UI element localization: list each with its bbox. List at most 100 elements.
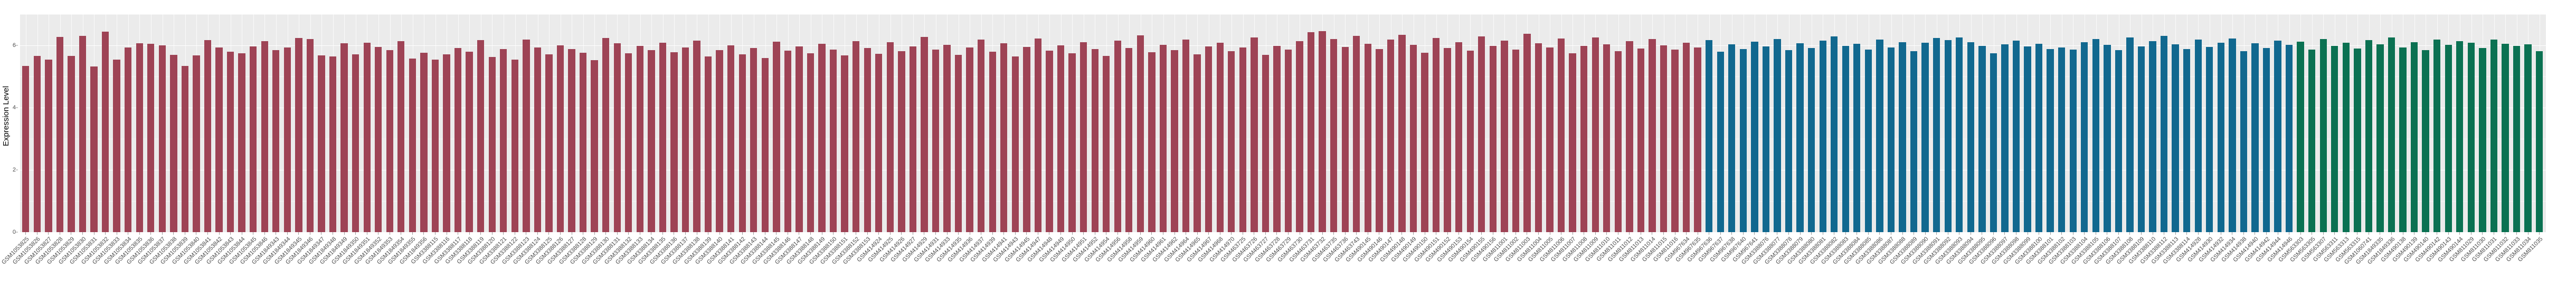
bar[interactable] bbox=[1455, 42, 1463, 232]
bar[interactable] bbox=[909, 46, 917, 232]
bar[interactable] bbox=[2160, 35, 2168, 232]
bar[interactable] bbox=[22, 65, 30, 232]
bar[interactable] bbox=[1501, 40, 1508, 232]
bar[interactable] bbox=[1114, 41, 1121, 232]
bar[interactable] bbox=[886, 42, 894, 232]
bar[interactable] bbox=[2012, 40, 2020, 232]
bar[interactable] bbox=[2308, 50, 2316, 232]
bar[interactable] bbox=[329, 56, 337, 232]
bar[interactable] bbox=[193, 55, 200, 232]
bar[interactable] bbox=[2274, 41, 2281, 232]
bar[interactable] bbox=[2251, 43, 2259, 232]
bar[interactable] bbox=[1842, 45, 1849, 232]
bar[interactable] bbox=[853, 41, 860, 232]
bar[interactable] bbox=[2262, 47, 2270, 232]
bar[interactable] bbox=[90, 66, 98, 232]
bar[interactable] bbox=[1603, 44, 1611, 232]
bar[interactable] bbox=[204, 40, 212, 232]
bar[interactable] bbox=[1307, 32, 1315, 232]
bar[interactable] bbox=[1148, 52, 1156, 232]
bar[interactable] bbox=[170, 55, 177, 232]
bar[interactable] bbox=[1592, 37, 1599, 232]
bar[interactable] bbox=[2092, 39, 2099, 232]
bar[interactable] bbox=[511, 59, 518, 232]
bar[interactable] bbox=[1251, 37, 1258, 232]
bar[interactable] bbox=[1409, 44, 1417, 232]
bar[interactable] bbox=[727, 45, 735, 232]
bar[interactable] bbox=[704, 56, 712, 232]
bar[interactable] bbox=[2365, 40, 2373, 232]
bar[interactable] bbox=[1387, 40, 1395, 232]
bar[interactable] bbox=[591, 60, 598, 232]
bar[interactable] bbox=[2319, 39, 2327, 232]
bar[interactable] bbox=[613, 43, 621, 232]
bar[interactable] bbox=[409, 59, 416, 232]
bar[interactable] bbox=[1614, 51, 1622, 232]
bar[interactable] bbox=[2331, 45, 2338, 232]
bar[interactable] bbox=[659, 42, 667, 232]
bar[interactable] bbox=[363, 43, 371, 232]
bar[interactable] bbox=[795, 46, 803, 232]
bar[interactable] bbox=[2490, 40, 2498, 232]
bar[interactable] bbox=[1444, 47, 1451, 232]
bar[interactable] bbox=[1216, 43, 1224, 232]
bar[interactable] bbox=[1296, 41, 1303, 232]
bar[interactable] bbox=[375, 46, 382, 232]
bar[interactable] bbox=[954, 54, 962, 232]
bar[interactable] bbox=[2502, 44, 2509, 232]
bar[interactable] bbox=[1319, 31, 1326, 232]
bar[interactable] bbox=[545, 54, 553, 232]
bar[interactable] bbox=[1341, 46, 1349, 232]
bar[interactable] bbox=[2069, 50, 2077, 232]
bar[interactable] bbox=[818, 44, 826, 232]
bar[interactable] bbox=[431, 59, 439, 232]
bar[interactable] bbox=[1364, 44, 1371, 232]
bar[interactable] bbox=[1762, 46, 1770, 232]
bar[interactable] bbox=[1023, 46, 1030, 232]
bar[interactable] bbox=[943, 44, 951, 232]
bar[interactable] bbox=[2240, 51, 2248, 232]
bar[interactable] bbox=[477, 40, 485, 232]
bar[interactable] bbox=[1637, 48, 1645, 232]
bar[interactable] bbox=[1330, 39, 1338, 232]
bar[interactable] bbox=[1079, 42, 1087, 232]
bar[interactable] bbox=[1205, 46, 1213, 232]
bar[interactable] bbox=[250, 46, 257, 232]
bar[interactable] bbox=[1159, 44, 1167, 232]
bar[interactable] bbox=[761, 58, 769, 232]
bar[interactable] bbox=[295, 38, 302, 232]
bar[interactable] bbox=[989, 51, 996, 232]
bar[interactable] bbox=[1671, 50, 1679, 232]
bar[interactable] bbox=[1262, 55, 1270, 232]
bar[interactable] bbox=[2285, 45, 2293, 232]
bar[interactable] bbox=[1046, 51, 1053, 232]
bar[interactable] bbox=[681, 47, 689, 232]
bar[interactable] bbox=[1944, 40, 1952, 232]
bar[interactable] bbox=[1512, 50, 1520, 232]
bar[interactable] bbox=[1137, 35, 1144, 232]
bar[interactable] bbox=[2342, 43, 2350, 232]
bar[interactable] bbox=[693, 40, 700, 232]
bar[interactable] bbox=[1649, 39, 1656, 232]
bar[interactable] bbox=[136, 43, 143, 232]
bar[interactable] bbox=[2081, 42, 2088, 232]
bar[interactable] bbox=[466, 52, 473, 232]
bar[interactable] bbox=[1398, 34, 1406, 232]
bar[interactable] bbox=[2422, 50, 2429, 232]
bar[interactable] bbox=[1421, 52, 1428, 232]
bar[interactable] bbox=[1774, 39, 1781, 232]
bar[interactable] bbox=[147, 44, 155, 232]
bar[interactable] bbox=[1478, 36, 1485, 232]
bar[interactable] bbox=[2354, 48, 2361, 232]
bar[interactable] bbox=[556, 45, 564, 232]
bar[interactable] bbox=[1125, 48, 1133, 232]
bar[interactable] bbox=[1353, 36, 1360, 232]
bar[interactable] bbox=[1626, 41, 1633, 232]
bar[interactable] bbox=[1956, 37, 1963, 232]
bar[interactable] bbox=[33, 56, 41, 232]
bar[interactable] bbox=[2217, 42, 2224, 232]
bar[interactable] bbox=[443, 54, 450, 232]
bar[interactable] bbox=[352, 54, 359, 232]
bar[interactable] bbox=[2456, 41, 2464, 232]
bar[interactable] bbox=[2399, 47, 2407, 232]
